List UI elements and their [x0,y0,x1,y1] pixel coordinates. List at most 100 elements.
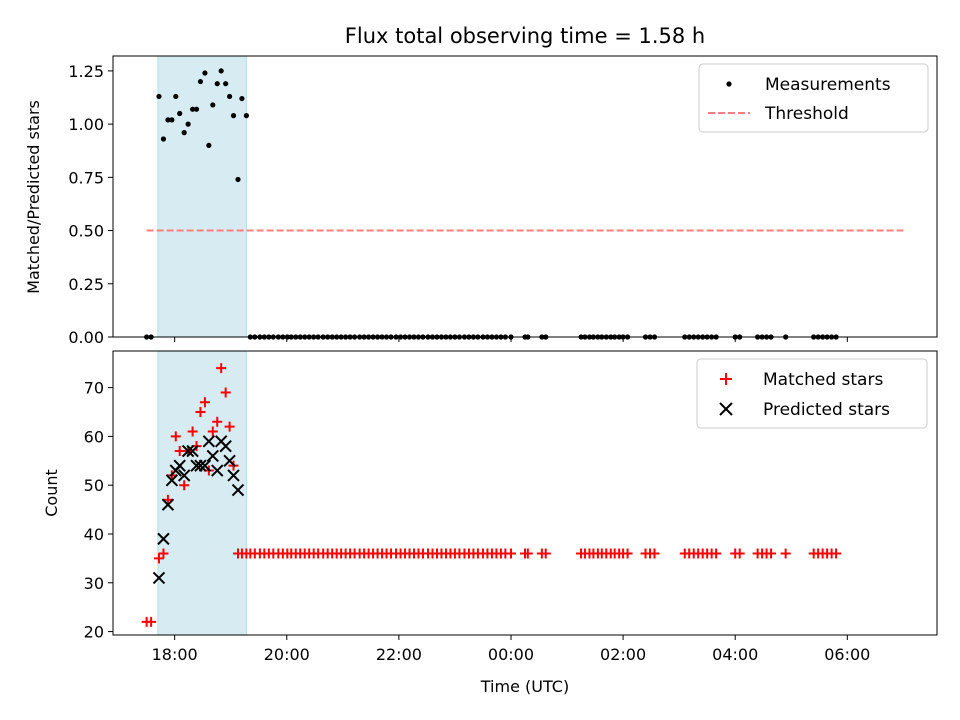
bottom-y-label: Count [42,469,61,517]
predicted-star-point [186,444,199,458]
y-tick-label: 0.75 [68,168,104,187]
y-tick-label: 0.00 [68,328,104,347]
legend-predicted-label: Predicted stars [763,400,890,420]
predicted-star-point [202,435,216,448]
matched-star-point [711,548,722,559]
matched-star-point [199,397,210,408]
predicted-star-point [157,532,170,546]
predicted-star-point [152,571,166,585]
x-tick-label: 04:00 [712,645,758,664]
measurement-point [226,93,233,100]
measurement-point [202,70,208,76]
predicted-star-point [223,454,236,468]
measurement-point [230,113,237,119]
matched-star-point [224,421,235,432]
bottom-panel: 20 30 40 50 60 70 18:00 20:00 22:00 00:00 02:00 04… [42,350,938,696]
matched-star-point [162,494,173,505]
matched-star-point [780,548,791,559]
measurement-point [165,117,171,123]
y-tick-label: 50 [84,476,104,495]
matched-star-point [158,548,169,559]
matched-star-point [649,548,660,559]
measurement-point [239,95,245,102]
measurement-point [177,110,183,117]
top-span [157,55,247,338]
predicted-star-point [231,483,245,497]
predicted-star-point [194,459,207,472]
y-tick-label: 70 [84,379,104,398]
matched-star-point [766,548,777,559]
predicted-star-point [173,459,186,472]
bottom-marks [141,363,842,627]
predicted-star-point [219,439,232,453]
measurement-point [189,106,196,112]
y-tick-label: 1.25 [68,62,104,81]
y-tick-label: 0.50 [68,222,104,241]
measurement-point [197,78,204,85]
predicted-star-point [161,498,175,511]
predicted-star-point [227,469,240,482]
matched-star-point [212,416,223,427]
measurement-point [185,121,191,127]
measurement-point [206,142,212,149]
bottom-x-label: Time (UTC) [480,677,569,696]
predicted-star-point [165,474,179,487]
chart-title: Flux total observing time = 1.58 h [345,24,705,48]
bottom-axes-frame [112,350,938,636]
bottom-legend-box [696,358,928,429]
matched-star-point [153,553,164,564]
matched-star-point [622,548,633,559]
matched-star-point [146,616,157,627]
top-legend-box [698,63,929,133]
matched-star-point [187,426,198,437]
y-tick-label: 30 [84,574,104,593]
predicted-star-point [206,449,219,463]
matched-star-point [540,548,551,559]
matched-star-point [174,446,185,457]
measurement-point [160,136,167,142]
matched-star-point [195,406,206,417]
legend-predicted-marker [719,402,733,416]
measurement-point [243,113,250,119]
measurement-point [193,106,200,112]
bottom-span [157,350,247,636]
y-tick-label: 60 [84,427,104,446]
legend-measurements-label: Measurements [765,75,891,95]
x-tick-label: 02:00 [600,645,646,664]
measurement-point [214,81,220,87]
matched-star-point [207,426,218,437]
matched-star-point [216,363,227,374]
measurement-point [210,102,216,108]
x-tick-label: 06:00 [824,645,870,664]
matched-star-point [220,387,231,398]
top-legend: Measurements Threshold [698,63,929,133]
matched-star-point [179,480,190,491]
measurement-point [235,176,241,183]
legend-matched-label: Matched stars [763,370,883,390]
x-tick-label: 22:00 [376,645,422,664]
matched-star-point [522,548,533,559]
matched-star-point [734,548,745,559]
y-tick-label: 20 [84,623,104,642]
measurement-point [169,117,175,123]
x-tick-label: 18:00 [152,645,198,664]
y-tick-label: 1.00 [68,115,104,134]
legend-threshold-label: Threshold [764,104,849,124]
y-tick-label: 0.25 [68,275,104,294]
top-y-label: Matched/Predicted stars [24,100,43,294]
top-panel: 0.00 0.25 0.50 0.75 1.00 1.25 Matched/Predict… [24,55,938,347]
matched-star-point [831,548,842,559]
legend-measurements-marker [726,81,732,87]
x-tick-label: 00:00 [488,645,534,664]
top-y-axis: 0.00 0.25 0.50 0.75 1.00 1.25 [68,62,113,347]
measurement-point [218,68,224,74]
y-tick-label: 40 [84,525,104,544]
bottom-y-axis: 20 30 40 50 60 70 [84,379,113,642]
predicted-star-point [177,469,191,482]
measurement-point [156,93,162,100]
measurement-point [223,81,229,87]
matched-star-point [170,431,181,442]
legend-matched-marker [720,373,732,385]
matched-star-point [505,548,516,559]
